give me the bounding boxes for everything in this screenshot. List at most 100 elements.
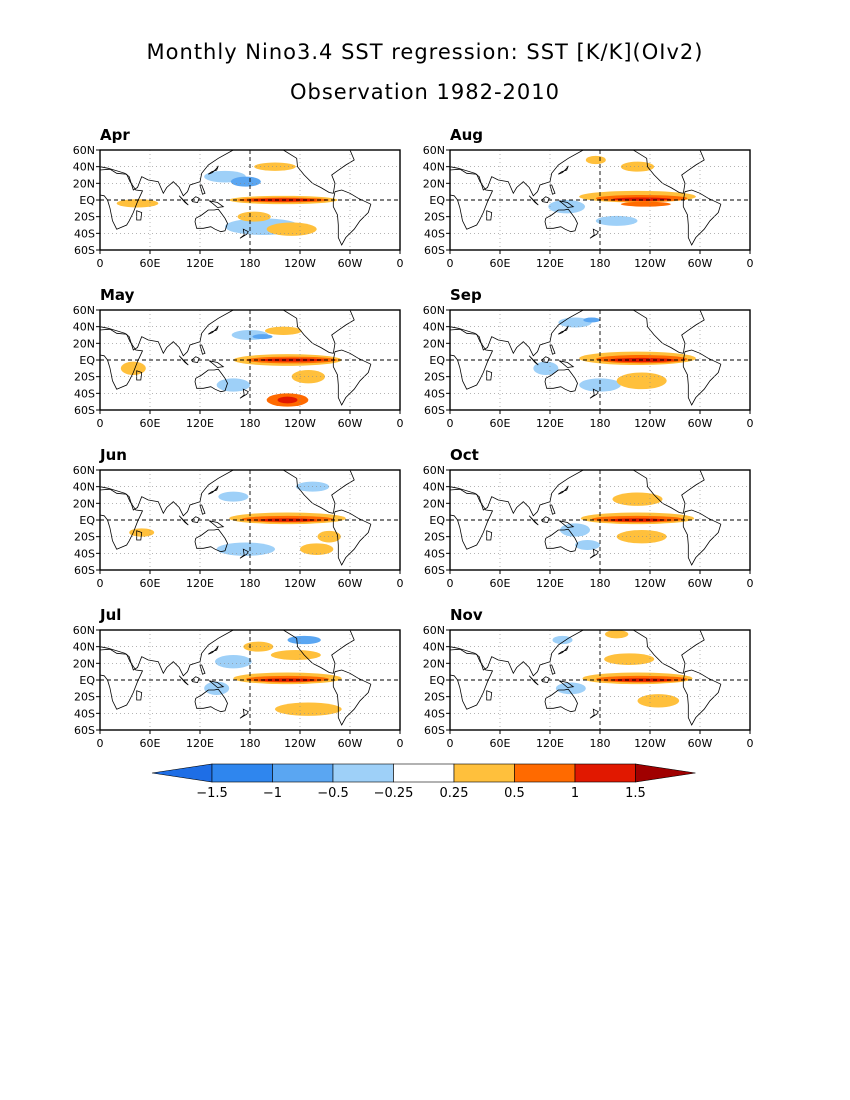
lon-tick-label: 120E: [186, 737, 214, 750]
coastline: [589, 708, 599, 719]
coastline: [239, 228, 249, 239]
lon-tick-label: 60E: [490, 737, 511, 750]
anomaly-contour: [637, 694, 680, 708]
panel-month-label: Jul: [100, 606, 122, 624]
continents: [100, 310, 372, 406]
coastline: [178, 675, 189, 686]
coastline: [589, 228, 599, 239]
coastline: [682, 669, 722, 726]
coastline: [199, 664, 206, 675]
coastline: [208, 520, 225, 528]
coastline: [199, 184, 206, 195]
colorbar-label: 0.25: [440, 786, 469, 800]
lon-tick-label: 0: [447, 577, 454, 590]
lon-tick-label: 120W: [284, 577, 316, 590]
coastline: [682, 189, 722, 246]
anomaly-contour: [216, 378, 250, 392]
coastline: [528, 355, 539, 366]
lon-tick-label: 60W: [688, 257, 713, 270]
colorbar-segment: [393, 763, 455, 783]
anomaly-contour: [585, 155, 606, 165]
lon-tick-label: 120W: [284, 417, 316, 430]
lat-tick-label: 60S: [424, 724, 445, 737]
coastline: [194, 368, 228, 393]
colorbar: −1.5 −1 −0.5 −0.25 0.25 0.5 1 1.5: [151, 763, 696, 800]
lat-tick-label: 20N: [73, 497, 95, 510]
coastline: [265, 470, 355, 514]
colorbar-segment: [574, 763, 636, 783]
lat-tick-label: 40N: [423, 161, 445, 174]
coastline: [194, 528, 228, 553]
lon-tick-label: 0: [447, 417, 454, 430]
coastline: [549, 184, 556, 195]
anomaly-contour: [533, 361, 559, 375]
chart-title: Monthly Nino3.4 SST regression: SST [K/K…: [146, 40, 704, 64]
coastline: [239, 708, 249, 719]
anomaly-contour: [275, 702, 342, 716]
lat-tick-label: 60N: [423, 304, 445, 317]
coastline: [544, 208, 578, 233]
lat-tick-label: 40S: [424, 707, 445, 720]
anomaly-contour: [620, 201, 671, 207]
lat-tick-label: 40S: [424, 547, 445, 560]
lat-tick-label: 20S: [424, 691, 445, 704]
lat-tick-label: 20N: [73, 337, 95, 350]
coastline: [208, 165, 219, 175]
coastline: [239, 548, 249, 559]
lat-tick-label: 20N: [423, 177, 445, 190]
continents: [100, 150, 372, 246]
coastline: [208, 325, 219, 335]
lon-tick-label: 60E: [140, 737, 161, 750]
colorbar-segment: [514, 763, 576, 783]
lat-tick-label: 40S: [74, 547, 95, 560]
lon-tick-label: 0: [747, 577, 754, 590]
lat-tick-label: 60S: [424, 244, 445, 257]
lat-tick-label: 40N: [423, 641, 445, 654]
lon-tick-label: 120E: [186, 577, 214, 590]
colorbar-label: 1: [571, 786, 579, 800]
coastline: [194, 688, 228, 713]
lat-tick-label: 20N: [423, 497, 445, 510]
lat-tick-label: 40N: [423, 481, 445, 494]
colorbar-label: 0.5: [504, 786, 525, 800]
coastline: [558, 360, 575, 368]
anomaly-contour: [266, 222, 317, 236]
lon-tick-label: 0: [97, 577, 104, 590]
coastline: [544, 528, 578, 553]
anomaly-contour: [579, 378, 621, 392]
map-panel-oct: Oct 60N 40N 20N EQ 20S 40S 60S 0 60E 120E 180 120W 6…: [410, 446, 770, 590]
lon-tick-label: 60E: [490, 577, 511, 590]
lon-tick-label: 0: [747, 257, 754, 270]
colorbar-segment: [332, 763, 394, 783]
coastline: [100, 648, 144, 710]
anomaly-contour: [604, 653, 655, 665]
coastline: [544, 688, 578, 713]
lon-tick-label: 180: [590, 577, 611, 590]
lon-tick-label: 60E: [490, 257, 511, 270]
lat-tick-label: 40S: [74, 227, 95, 240]
lon-tick-label: 60E: [140, 257, 161, 270]
lat-tick-label: EQ: [429, 194, 445, 207]
coastline: [332, 189, 372, 246]
lat-tick-label: 20S: [74, 211, 95, 224]
map-panel-nov: Nov 60N 40N 20N EQ 20S 40S 60S 0 60E 120E 180 120W 6…: [410, 606, 770, 750]
anomaly-contour: [620, 161, 655, 172]
coastline: [239, 388, 249, 399]
coastline: [615, 630, 705, 674]
coastline: [178, 195, 189, 206]
map-panel-aug: Aug 60N 40N 20N EQ 20S 40S 60S 0 60E 120E 180 120W 6…: [410, 126, 770, 270]
coastline: [549, 344, 556, 355]
lat-tick-label: 40N: [73, 481, 95, 494]
panel-month-label: Aug: [450, 126, 484, 144]
lat-tick-label: EQ: [79, 194, 95, 207]
anomaly-field: [552, 630, 693, 708]
lon-tick-label: 120E: [536, 737, 564, 750]
anomaly-field: [204, 635, 342, 716]
anomaly-contour: [608, 518, 667, 522]
coastline: [528, 515, 539, 526]
colorbar-label: −0.25: [374, 786, 414, 800]
coastline: [208, 645, 219, 655]
lon-tick-label: 0: [447, 737, 454, 750]
